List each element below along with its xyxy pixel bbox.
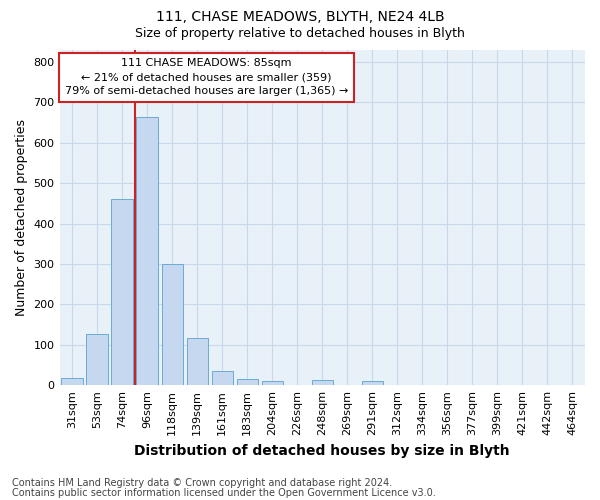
X-axis label: Distribution of detached houses by size in Blyth: Distribution of detached houses by size …: [134, 444, 510, 458]
Bar: [212, 371, 233, 385]
Text: 111 CHASE MEADOWS: 85sqm
← 21% of detached houses are smaller (359)
79% of semi-: 111 CHASE MEADOWS: 85sqm ← 21% of detach…: [65, 58, 349, 96]
Text: 111, CHASE MEADOWS, BLYTH, NE24 4LB: 111, CHASE MEADOWS, BLYTH, NE24 4LB: [155, 10, 445, 24]
Bar: [86, 334, 108, 385]
Text: Contains HM Land Registry data © Crown copyright and database right 2024.: Contains HM Land Registry data © Crown c…: [12, 478, 392, 488]
Bar: [136, 116, 158, 385]
Bar: [187, 338, 208, 385]
Bar: [262, 381, 283, 385]
Bar: [362, 381, 383, 385]
Bar: [311, 380, 333, 385]
Bar: [61, 378, 83, 385]
Text: Size of property relative to detached houses in Blyth: Size of property relative to detached ho…: [135, 28, 465, 40]
Bar: [112, 200, 133, 385]
Bar: [236, 378, 258, 385]
Y-axis label: Number of detached properties: Number of detached properties: [15, 119, 28, 316]
Bar: [161, 264, 183, 385]
Text: Contains public sector information licensed under the Open Government Licence v3: Contains public sector information licen…: [12, 488, 436, 498]
